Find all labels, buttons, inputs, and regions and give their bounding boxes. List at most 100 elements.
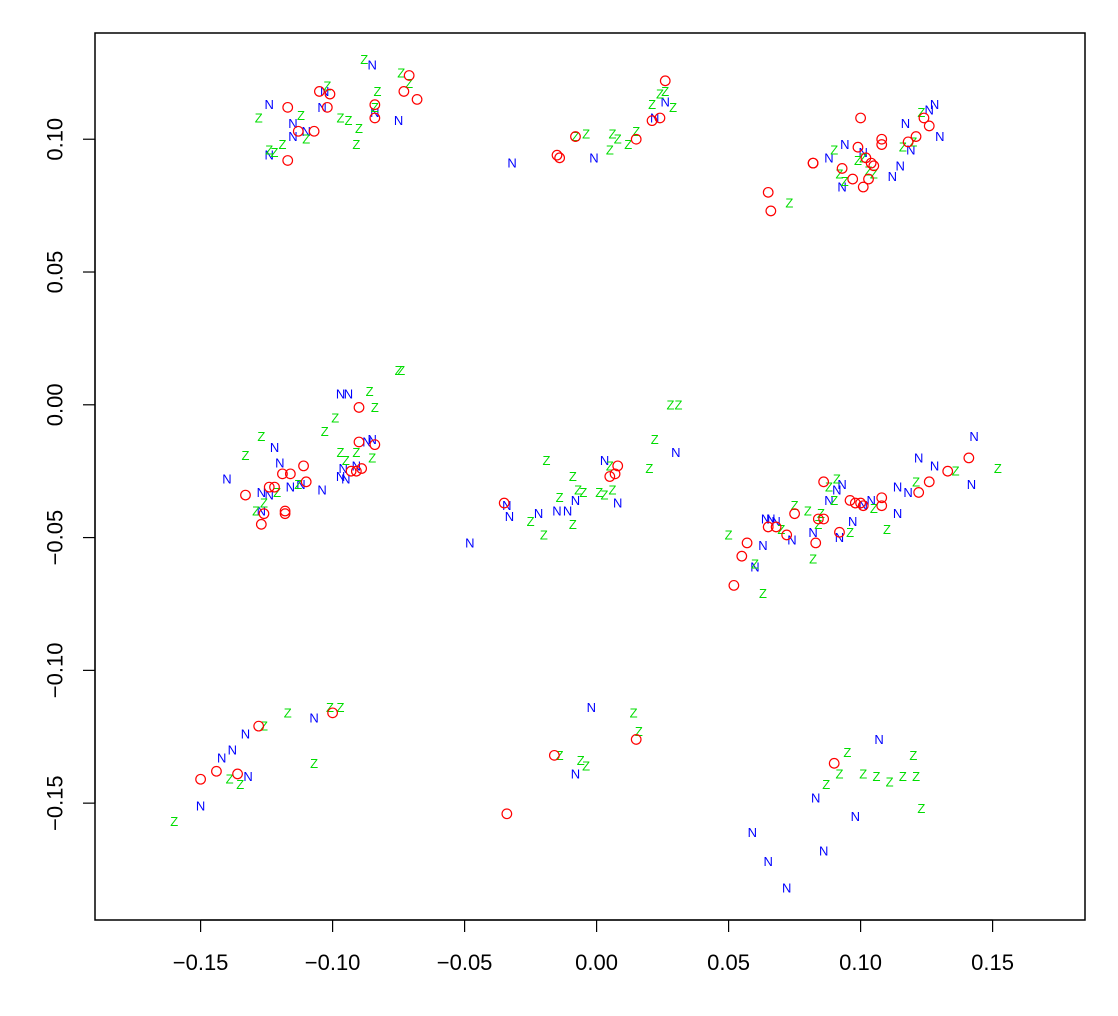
data-point-circle [327, 707, 339, 719]
data-point-circle [810, 537, 822, 549]
data-point-circle [501, 808, 513, 820]
data-point-n: N [748, 825, 757, 840]
data-point-z: Z [859, 150, 867, 165]
data-point-z: Z [405, 76, 413, 91]
data-point-n: N [893, 506, 902, 521]
data-point-circle [868, 160, 880, 172]
data-point-circle [258, 508, 270, 520]
data-point-z: Z [912, 474, 920, 489]
data-point-z: Z [226, 772, 234, 787]
data-point-z: Z [667, 397, 675, 412]
data-point-n: N [368, 432, 377, 447]
data-point-n: N [336, 387, 345, 402]
data-point-z: Z [582, 758, 590, 773]
data-point-z: Z [843, 745, 851, 760]
data-point-circle [232, 768, 243, 780]
data-point-n: N [661, 95, 670, 110]
data-point-z: Z [170, 814, 178, 829]
data-point-n: N [837, 477, 846, 492]
y-tick-label: −0.15 [43, 775, 68, 831]
data-point-n: N [866, 493, 875, 508]
data-point-circle [834, 526, 845, 538]
data-point-circle [255, 518, 267, 530]
data-point-z: Z [302, 132, 310, 147]
data-point-n: N [288, 116, 297, 131]
data-point-z: Z [917, 801, 925, 816]
data-point-z: Z [601, 488, 609, 503]
data-point-circle [269, 481, 280, 493]
x-tick-label: 0.05 [707, 950, 750, 975]
data-point-z: Z [859, 766, 867, 781]
data-point-z: Z [791, 498, 799, 513]
data-point-n: N [302, 124, 311, 139]
data-point-n: N [811, 790, 820, 805]
data-point-n: N [317, 482, 326, 497]
data-point-n: N [394, 113, 403, 128]
data-point-z: Z [337, 110, 345, 125]
data-point-circle [279, 508, 291, 520]
data-point-z: Z [355, 121, 363, 136]
data-point-n: N [257, 485, 266, 500]
data-point-z: Z [830, 493, 838, 508]
data-point-z: Z [582, 126, 590, 141]
data-point-n: N [243, 769, 252, 784]
data-point-circle [865, 157, 877, 169]
data-point-z: Z [397, 363, 405, 378]
data-point-n: N [571, 493, 580, 508]
data-point-circle [910, 131, 922, 142]
data-point-z: Z [337, 700, 345, 715]
data-point-circle [398, 86, 410, 97]
data-point-z: Z [836, 766, 844, 781]
data-point-z: Z [337, 445, 345, 460]
x-tick-label: 0.10 [839, 950, 882, 975]
data-point-n: N [671, 445, 680, 460]
data-point-n: N [750, 559, 759, 574]
data-point-n: N [761, 511, 770, 526]
data-point-n: N [265, 97, 274, 112]
data-point-circle [836, 163, 848, 174]
data-point-z: Z [656, 87, 664, 102]
data-point-circle [863, 173, 874, 185]
data-point-z: Z [608, 482, 616, 497]
data-point-n: N [296, 477, 305, 492]
data-point-z: Z [751, 557, 759, 572]
data-point-z: Z [635, 724, 643, 739]
data-point-n: N [241, 727, 250, 742]
data-point-z: Z [323, 79, 331, 94]
data-point-z: Z [912, 769, 920, 784]
data-point-z: Z [572, 129, 580, 144]
data-point-circle [411, 93, 423, 105]
data-point-n: N [338, 461, 347, 476]
data-point-z: Z [366, 384, 374, 399]
data-point-z: Z [595, 485, 603, 500]
data-point-z: Z [674, 397, 682, 412]
data-point-z: Z [669, 100, 677, 115]
data-point-circle [570, 131, 581, 142]
data-point-z: Z [952, 464, 960, 479]
data-point-n: N [935, 129, 944, 144]
data-point-z: Z [725, 527, 733, 542]
data-point-circle [762, 521, 774, 533]
data-point-n: N [914, 450, 923, 465]
data-point-circle [902, 136, 914, 148]
data-point-z: Z [830, 142, 838, 157]
data-point-circle [292, 125, 304, 137]
data-point-n: N [552, 504, 561, 519]
data-point-circle [630, 133, 642, 145]
data-point-z: Z [822, 777, 830, 792]
data-point-circle [321, 101, 333, 113]
data-point-z: Z [344, 113, 352, 128]
data-point-z: Z [569, 517, 577, 532]
data-point-circle [654, 112, 666, 124]
data-point-z: Z [321, 424, 329, 439]
data-point-n: N [288, 129, 297, 144]
data-point-z: Z [899, 769, 907, 784]
data-point-z: Z [624, 137, 632, 152]
data-point-z: Z [297, 108, 305, 123]
data-point-circle [277, 468, 288, 480]
data-point-circle [852, 141, 864, 153]
data-point-n: N [893, 480, 902, 495]
data-point-n: N [906, 142, 915, 157]
data-point-circle [369, 99, 381, 111]
